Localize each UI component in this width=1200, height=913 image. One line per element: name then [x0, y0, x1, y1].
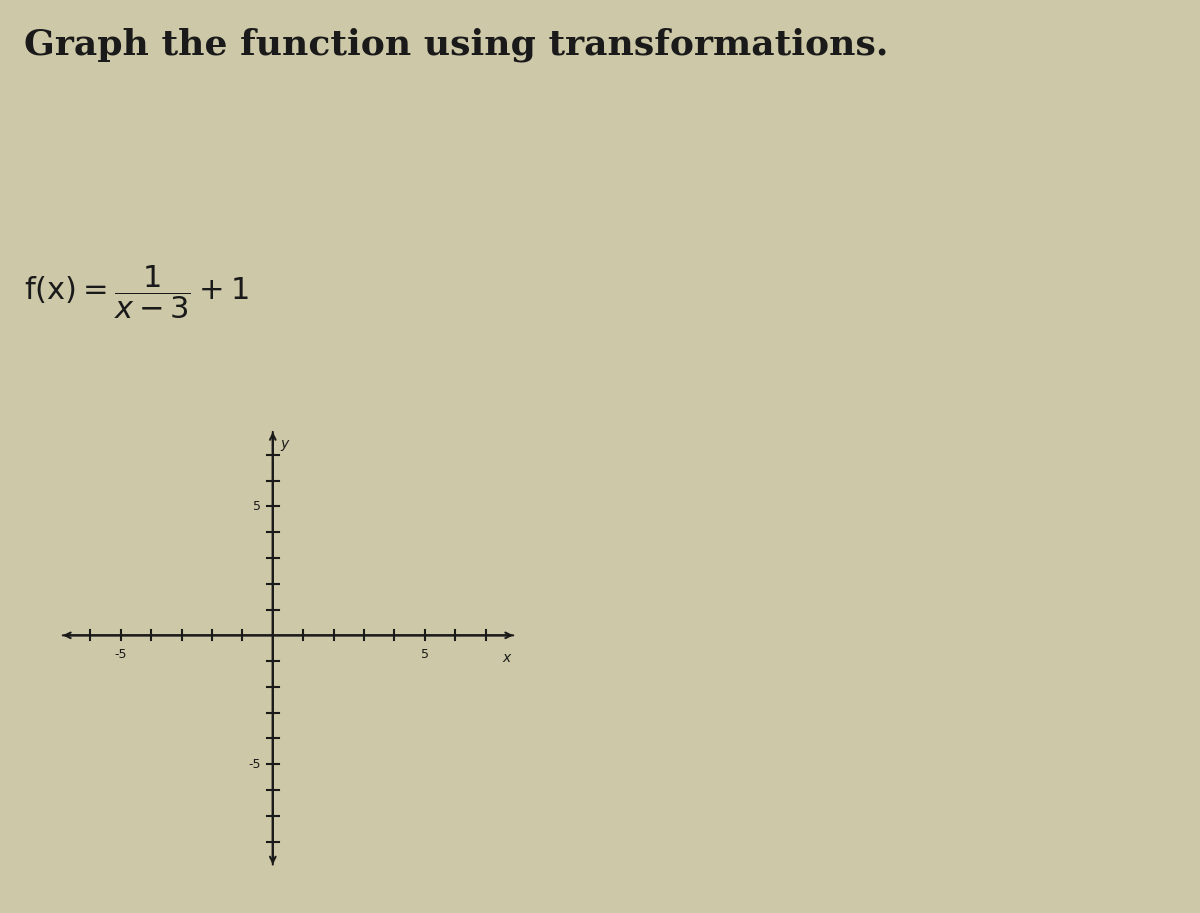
Text: x: x — [503, 651, 511, 665]
Text: -5: -5 — [114, 648, 127, 661]
Text: 5: 5 — [421, 648, 428, 661]
Text: Graph the function using transformations.: Graph the function using transformations… — [24, 27, 888, 62]
Text: $\mathrm{f(x)}=\dfrac{1}{x-3}+1$: $\mathrm{f(x)}=\dfrac{1}{x-3}+1$ — [24, 263, 248, 321]
Text: 5: 5 — [253, 500, 260, 513]
Text: -5: -5 — [248, 758, 260, 771]
Text: y: y — [281, 436, 289, 451]
